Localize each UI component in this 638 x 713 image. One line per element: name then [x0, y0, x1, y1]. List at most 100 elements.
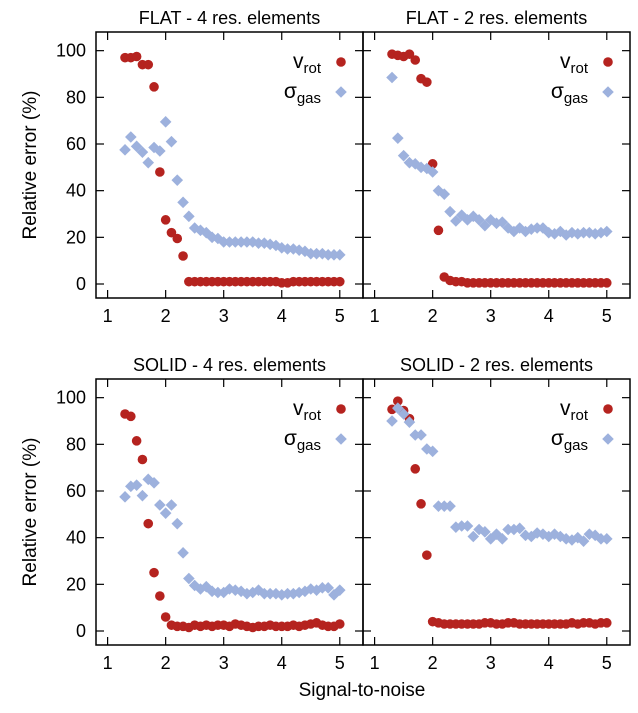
data-point-rot — [601, 618, 612, 628]
legend-subscript: gas — [297, 90, 321, 107]
legend-symbol: v — [293, 50, 304, 73]
legend-label-gas: σgas — [284, 80, 321, 107]
panel-title: FLAT - 4 res. elements — [139, 8, 320, 28]
data-point-gas — [513, 222, 526, 234]
data-point-rot — [178, 251, 188, 261]
data-point-gas — [479, 526, 491, 538]
x-tick-label: 1 — [103, 653, 113, 673]
data-point-gas — [467, 530, 480, 543]
data-point-gas — [322, 249, 334, 261]
y-tick-label: 100 — [56, 41, 86, 61]
data-point-rot — [160, 612, 171, 622]
x-tick-label: 3 — [219, 653, 229, 673]
y-tick-label: 60 — [66, 134, 86, 154]
data-point-gas — [444, 500, 456, 512]
legend-subscript: gas — [564, 437, 588, 454]
data-point-gas — [217, 236, 230, 248]
data-point-gas — [217, 586, 230, 599]
data-point-gas — [467, 210, 480, 223]
data-point-gas — [125, 131, 137, 143]
data-point-gas — [304, 247, 317, 260]
legend-symbol: σ — [284, 427, 297, 450]
data-point-rot — [334, 276, 345, 287]
data-point-gas — [235, 236, 247, 248]
legend-symbol: v — [560, 50, 571, 73]
y-tick-label: 100 — [56, 388, 86, 408]
data-point-rot — [172, 233, 183, 244]
data-point-gas — [304, 583, 317, 595]
data-point-gas — [333, 584, 346, 596]
data-point-rot — [404, 49, 415, 59]
y-axis-label-bottom: Relative error (%) — [20, 438, 41, 587]
data-point-gas — [136, 489, 149, 502]
data-point-gas — [513, 522, 526, 535]
legend-subscript: rot — [303, 60, 321, 77]
data-point-gas — [479, 219, 491, 232]
data-point-gas — [171, 517, 184, 530]
x-tick-label: 3 — [486, 306, 496, 326]
data-point-gas — [432, 184, 445, 197]
data-point-gas — [397, 408, 410, 420]
legend-marker-rot — [336, 404, 346, 414]
series-gas — [119, 473, 346, 601]
data-point-gas — [136, 146, 149, 158]
data-point-gas — [438, 500, 451, 512]
data-point-gas — [281, 243, 294, 255]
data-point-gas — [130, 140, 143, 153]
x-tick-label: 2 — [428, 306, 438, 326]
data-point-gas — [403, 416, 416, 428]
legend-marker-rot — [336, 57, 346, 67]
panel-title: SOLID - 2 res. elements — [400, 355, 593, 375]
data-point-gas — [397, 149, 410, 162]
data-point-gas — [328, 249, 340, 261]
series-gas — [386, 402, 613, 547]
data-point-rot — [137, 454, 148, 465]
legend-marker-gas — [602, 433, 614, 445]
x-tick-label: 4 — [544, 653, 554, 673]
y-tick-label: 80 — [66, 434, 86, 454]
y-tick-label: 80 — [66, 87, 86, 107]
legend-label-gas: σgas — [284, 427, 321, 454]
y-tick-label: 20 — [66, 227, 86, 247]
legend-marker-gas — [335, 433, 347, 445]
legend-marker-rot — [603, 404, 613, 414]
data-point-gas — [455, 520, 468, 532]
data-point-gas — [258, 587, 271, 600]
data-point-rot — [126, 411, 136, 422]
y-tick-label: 20 — [66, 574, 86, 594]
data-point-gas — [142, 156, 155, 169]
data-point-rot — [433, 225, 444, 236]
data-point-gas — [154, 499, 166, 511]
legend-symbol: σ — [551, 427, 564, 450]
x-tick-label: 4 — [277, 653, 287, 673]
x-tick-label: 5 — [335, 653, 345, 673]
data-point-gas — [444, 205, 456, 218]
legend-symbol: σ — [551, 80, 564, 103]
data-point-gas — [235, 585, 247, 598]
panel-frame — [95, 378, 364, 646]
data-point-gas — [188, 579, 201, 592]
legend-marker-gas — [335, 86, 347, 98]
data-point-gas — [165, 135, 178, 148]
data-point-gas — [229, 236, 242, 248]
data-point-gas — [194, 224, 207, 237]
y-tick-label: 0 — [76, 274, 86, 294]
data-point-rot — [166, 227, 177, 238]
legend-subscript: rot — [570, 407, 588, 424]
x-tick-label: 5 — [602, 653, 612, 673]
data-point-gas — [473, 523, 485, 536]
data-point-gas — [223, 236, 236, 248]
panel-title: SOLID - 4 res. elements — [133, 355, 326, 375]
data-point-gas — [125, 480, 137, 493]
legend-subscript: rot — [570, 60, 588, 77]
legend-symbol: σ — [284, 80, 297, 103]
series-gas — [119, 116, 346, 261]
data-point-gas — [177, 196, 189, 209]
data-point-gas — [154, 145, 166, 157]
legend-subscript: gas — [297, 437, 321, 454]
x-tick-label: 1 — [370, 306, 380, 326]
